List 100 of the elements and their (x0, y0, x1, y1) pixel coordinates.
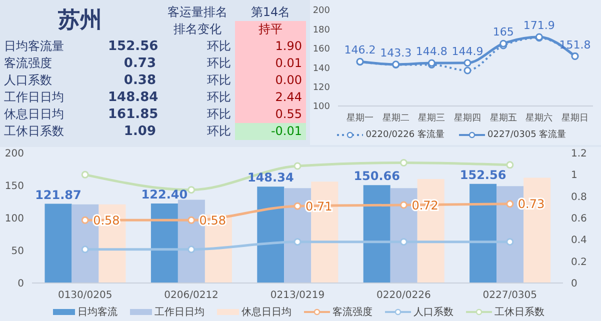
text: 环比 (206, 72, 232, 89)
y2-tick-label: 0.8 (571, 192, 587, 203)
bar (363, 185, 390, 283)
legend-label: 工作日日均 (154, 306, 204, 319)
y-tick-label: 150 (4, 181, 24, 192)
data-label: 171.9 (523, 18, 555, 32)
point (400, 201, 408, 209)
data-label: 150.66 (354, 169, 400, 184)
point (188, 246, 196, 254)
legend-label: 工休日系数 (494, 306, 544, 319)
text: 持平 (235, 21, 306, 38)
y-tick-label: 120 (312, 82, 330, 93)
x-tick-label: 星期六 (526, 112, 553, 124)
x-tick-label: 星期二 (382, 112, 410, 124)
x-tick-label: 星期一 (346, 112, 374, 124)
y-tick-label: 100 (4, 214, 24, 225)
point (294, 162, 302, 170)
data-label: 143.3 (380, 46, 412, 60)
y-tick-label: 160 (312, 44, 330, 55)
text: 环比 (206, 38, 232, 55)
text: 0.01 (235, 55, 306, 72)
x-tick-label: 0206/0212 (164, 290, 218, 302)
text: 0.00 (235, 72, 306, 89)
text: 排名变化 (172, 21, 222, 38)
text: 休息日日均 (3, 106, 65, 123)
text: 第14名 (250, 4, 292, 21)
bar (257, 186, 284, 283)
text: 工休日系数 (3, 123, 65, 140)
text: 0.55 (235, 106, 306, 123)
data-label: 0.72 (412, 198, 438, 212)
point (400, 159, 408, 166)
data-label: 122.40 (141, 187, 188, 202)
point (506, 238, 514, 246)
x-tick-label: 星期日 (562, 112, 588, 124)
text: 人口系数 (3, 72, 53, 89)
legend-label: 客流强度 (332, 306, 372, 319)
text: 1.09 (122, 123, 157, 140)
text: 苏州 (57, 7, 103, 35)
text: 环比 (206, 55, 232, 72)
point (400, 238, 408, 246)
x-tick-label: 0227/0305 (482, 290, 538, 302)
y-tick-label: 200 (4, 148, 24, 160)
data-label: 146.2 (344, 44, 376, 57)
data-label: 0.71 (306, 199, 332, 214)
point (464, 59, 472, 67)
x-tick-label: 0130/0205 (58, 290, 112, 302)
y2-tick-label: 0.2 (571, 256, 587, 268)
text: 环比 (206, 89, 232, 106)
legend-label: 休息日日均 (242, 306, 292, 319)
data-label: 152.56 (460, 168, 506, 182)
point (81, 170, 89, 178)
y2-tick-label: 0 (571, 278, 578, 290)
data-label: 165 (492, 26, 514, 39)
point (188, 216, 196, 224)
data-label: 151.8 (559, 38, 591, 52)
data-label: 0.73 (518, 197, 545, 212)
y-tick-label: 50 (11, 246, 24, 258)
legend-label: 日均客流 (78, 306, 118, 319)
data-label: 144.9 (452, 44, 484, 58)
text: 161.85 (107, 106, 160, 123)
point (506, 200, 514, 208)
point (392, 60, 400, 68)
y-tick-label: 100 (312, 102, 330, 112)
text: 客运量排名 (166, 4, 228, 21)
point (81, 216, 89, 224)
y-tick-label: 0 (18, 278, 24, 290)
text: 1.90 (235, 38, 306, 55)
x-tick-label: 0220/0226 (376, 290, 431, 302)
text: 152.56 (107, 38, 160, 55)
point (464, 66, 472, 74)
x-tick-label: 0213/0219 (270, 290, 325, 302)
data-label: 0.58 (199, 213, 226, 228)
point (506, 161, 514, 169)
text: 2.44 (235, 89, 306, 106)
data-label: 148.34 (247, 170, 294, 185)
data-label: 0.58 (93, 213, 120, 228)
point (81, 246, 89, 254)
point (294, 202, 302, 210)
data-label: 121.87 (35, 188, 82, 202)
legend-label: 0220/0226 客流量 (366, 128, 444, 141)
legend-label: 人口系数 (414, 306, 454, 319)
y-tick-label: 200 (312, 6, 330, 16)
y2-tick-label: 1 (571, 170, 578, 182)
y-tick-label: 180 (312, 25, 330, 36)
x-tick-label: 星期五 (490, 112, 517, 124)
x-tick-label: 星期四 (454, 112, 481, 124)
text: 环比 (206, 123, 232, 140)
y-tick-label: 140 (312, 64, 330, 74)
text: 客流强度 (3, 55, 53, 72)
text: 工作日日均 (3, 89, 65, 106)
bar (150, 203, 178, 283)
bar (470, 184, 497, 283)
text: 0.38 (122, 72, 157, 89)
text: 环比 (206, 106, 232, 123)
y2-tick-label: 0.6 (571, 214, 587, 225)
text: 148.84 (107, 89, 160, 106)
point (294, 238, 302, 246)
bar (44, 204, 72, 283)
x-tick-label: 星期三 (418, 112, 446, 124)
text: -0.01 (235, 123, 306, 140)
